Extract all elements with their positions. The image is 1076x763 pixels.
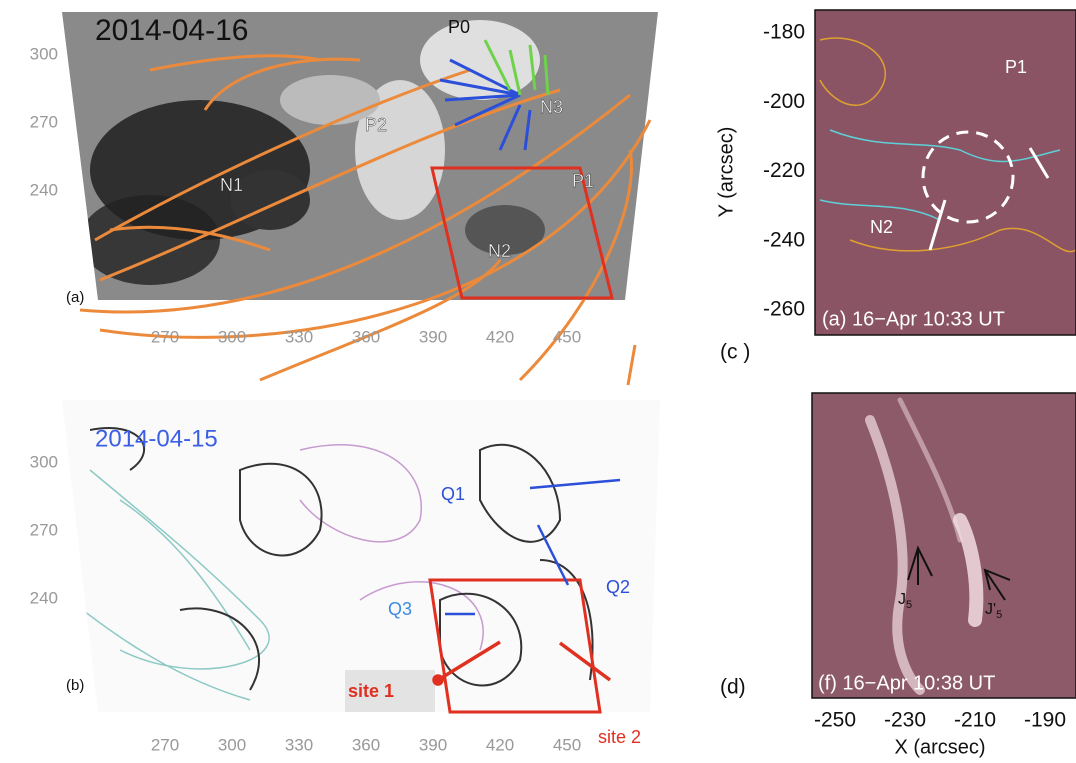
y-tick-label: -200 xyxy=(763,90,805,113)
y-tick-label: 240 xyxy=(30,180,58,199)
x-tick-label: -250 xyxy=(814,709,856,732)
x-tick-label: -230 xyxy=(884,709,926,732)
x-tick-label: 300 xyxy=(218,735,246,754)
y-tick-label: -180 xyxy=(763,21,805,44)
region-label: N2 xyxy=(488,241,511,261)
y-tick-label: 270 xyxy=(30,520,58,539)
y-tick-label: -260 xyxy=(763,298,805,321)
x-tick-label: 330 xyxy=(285,327,313,346)
x-axis-label: X (arcsec) xyxy=(894,736,985,758)
x-tick-label: 360 xyxy=(352,327,380,346)
date: 2014-04-15 xyxy=(95,425,218,452)
y-tick-label: -220 xyxy=(763,159,805,182)
panel-tag: (d) xyxy=(720,676,746,699)
x-tick-label: 390 xyxy=(419,327,447,346)
x-tick-label: 360 xyxy=(352,735,380,754)
region-label: N3 xyxy=(540,97,563,117)
y-tick-label: 270 xyxy=(30,112,58,131)
panel-tag: (a) xyxy=(66,289,84,306)
y-tick-label: 300 xyxy=(30,452,58,471)
region-label: N1 xyxy=(220,175,243,195)
x-tick-label: 420 xyxy=(486,327,514,346)
region-label: Q2 xyxy=(606,577,630,597)
jet-subscript: 5 xyxy=(906,599,912,611)
x-tick-label: 450 xyxy=(553,735,581,754)
figure: 2014-04-16 (a) 2014-04-1 xyxy=(0,0,1076,763)
magnetogram xyxy=(50,10,670,302)
region-label: P1 xyxy=(1005,57,1027,77)
panel-tag: (b) xyxy=(66,677,84,694)
region-label: N2 xyxy=(870,217,893,237)
site-label: site 1 xyxy=(348,681,394,701)
x-tick-label: 330 xyxy=(285,735,313,754)
jet-name: J' xyxy=(985,601,996,618)
site-label: site 2 xyxy=(598,727,641,747)
panel-tag: (c ) xyxy=(720,341,750,364)
euv-image xyxy=(815,10,1076,335)
x-tick-label: 270 xyxy=(151,735,179,754)
region-label: P0 xyxy=(448,17,470,37)
region-label: Q3 xyxy=(388,599,412,619)
x-tick-label: 270 xyxy=(151,327,179,346)
region-label: P1 xyxy=(572,171,594,191)
y-tick-label: 300 xyxy=(30,44,58,63)
y-axis-label: Y (arcsec) xyxy=(715,127,737,218)
x-tick-label: -190 xyxy=(1024,709,1066,732)
x-tick-label: 300 xyxy=(218,327,246,346)
euv-image xyxy=(812,393,1076,698)
region-label: Q1 xyxy=(441,484,465,504)
y-tick-label: 240 xyxy=(30,588,58,607)
inset-label: (f) 16−Apr 10:38 UT xyxy=(818,672,995,694)
y-tick-label: -240 xyxy=(763,228,805,251)
jet-subscript: 5 xyxy=(996,609,1002,621)
x-tick-label: 390 xyxy=(419,735,447,754)
region-label: P2 xyxy=(365,115,387,135)
x-tick-label: 420 xyxy=(486,735,514,754)
x-tick-label: -210 xyxy=(954,709,996,732)
inset-label: (a) 16−Apr 10:33 UT xyxy=(822,308,1005,330)
x-tick-label: 450 xyxy=(553,327,581,346)
jet-name: J xyxy=(898,591,906,608)
date: 2014-04-16 xyxy=(95,14,248,47)
